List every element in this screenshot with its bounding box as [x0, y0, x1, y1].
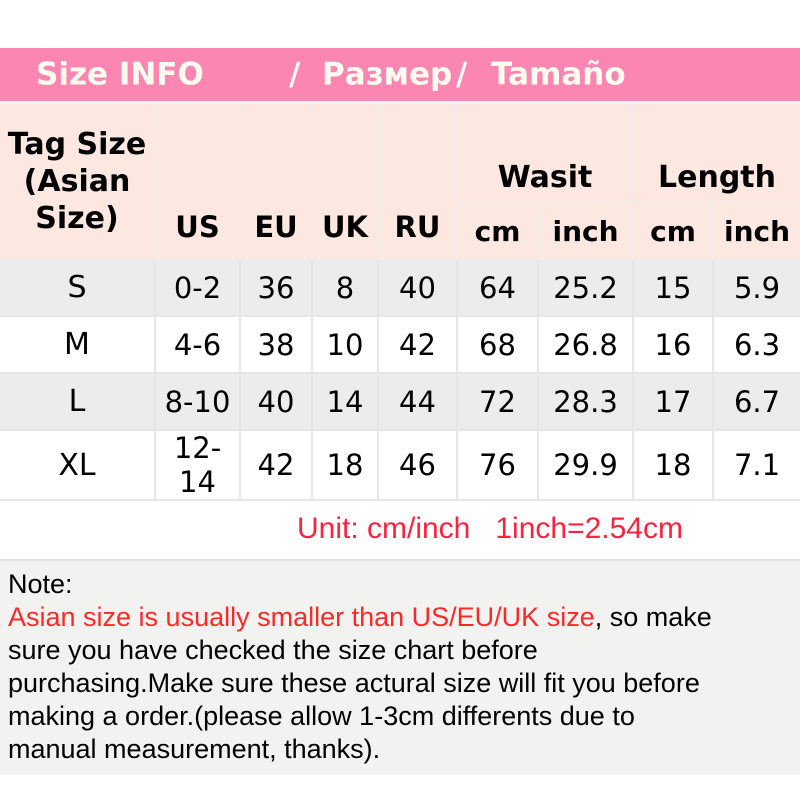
cell-size: L — [0, 372, 156, 431]
cell-uk: 14 — [311, 372, 379, 431]
cell-us: 4-6 — [154, 315, 241, 374]
note-line-5: manual measurement, thanks). — [8, 734, 381, 764]
cell-length-inch: 7.1 — [712, 429, 800, 500]
cell-eu: 36 — [239, 258, 313, 317]
title-bar: Size INFO / Размер / Tamaño — [0, 48, 800, 104]
cell-waist-cm: 72 — [456, 372, 539, 431]
cell-size: S — [0, 258, 156, 317]
cell-length-inch: 5.9 — [712, 258, 800, 317]
size-chart-table: Tag Size (Asian Size) US EU UK RU Wasit … — [0, 103, 800, 500]
cell-length-cm: 16 — [632, 315, 714, 374]
cell-uk: 18 — [311, 429, 379, 500]
title-separator: / — [289, 55, 301, 92]
cell-length-inch: 6.3 — [712, 315, 800, 374]
cell-uk: 10 — [311, 315, 379, 374]
header-length-group: Length — [632, 103, 800, 204]
cell-ru: 42 — [377, 315, 458, 374]
cell-waist-cm: 76 — [456, 429, 539, 500]
table-row-s: S 0-2 36 8 40 64 25.2 15 5.9 — [0, 258, 800, 317]
cell-length-cm: 17 — [632, 372, 714, 431]
header-length-inch: inch — [712, 202, 800, 260]
header-us: US — [154, 103, 241, 260]
header-uk: UK — [311, 103, 379, 260]
cell-uk: 8 — [311, 258, 379, 317]
cell-eu: 42 — [239, 429, 313, 500]
cell-waist-inch: 29.9 — [537, 429, 634, 500]
header-tag-size: Tag Size (Asian Size) — [0, 103, 156, 260]
note-red-text: Asian size is usually smaller than US/EU… — [8, 602, 595, 632]
cell-size: M — [0, 315, 156, 374]
note-line-1: Asian size is usually smaller than US/EU… — [8, 601, 790, 634]
header-waist-cm: cm — [456, 202, 539, 260]
note-line-2: sure you have checked the size chart bef… — [8, 635, 538, 665]
title-spanish: Tamaño — [491, 55, 626, 92]
cell-us: 0-2 — [154, 258, 241, 317]
note-line-3: purchasing.Make sure these actural size … — [8, 668, 700, 698]
cell-length-cm: 18 — [632, 429, 714, 500]
title-separator: / — [456, 55, 468, 92]
cell-waist-inch: 25.2 — [537, 258, 634, 317]
title-russian: Размер — [322, 55, 453, 92]
note-label: Note: — [8, 569, 73, 599]
table-row-l: L 8-10 40 14 44 72 28.3 17 6.7 — [0, 372, 800, 431]
cell-eu: 38 — [239, 315, 313, 374]
cell-us: 8-10 — [154, 372, 241, 431]
table-row-xl: XL 12-14 42 18 46 76 29.9 18 7.1 — [0, 429, 800, 500]
cell-waist-cm: 68 — [456, 315, 539, 374]
cell-size: XL — [0, 429, 156, 500]
note-black-text: , so make — [594, 602, 712, 632]
cell-ru: 40 — [377, 258, 458, 317]
title-size-info: Size INFO — [36, 55, 204, 92]
unit-note: Unit: cm/inch 1inch=2.54cm — [0, 499, 800, 559]
cell-us: 12-14 — [154, 429, 241, 500]
header-ru: RU — [377, 103, 458, 260]
header-waist-group: Wasit — [456, 103, 634, 204]
cell-waist-inch: 28.3 — [537, 372, 634, 431]
cell-waist-inch: 26.8 — [537, 315, 634, 374]
cell-ru: 44 — [377, 372, 458, 431]
cell-waist-cm: 64 — [456, 258, 539, 317]
table-row-m: M 4-6 38 10 42 68 26.8 16 6.3 — [0, 315, 800, 374]
note-section: Note: Asian size is usually smaller than… — [0, 559, 800, 775]
cell-ru: 46 — [377, 429, 458, 500]
header-waist-inch: inch — [537, 202, 634, 260]
note-line-4: making a order.(please allow 1-3cm diffe… — [8, 701, 635, 731]
top-whitespace — [0, 0, 800, 48]
cell-length-cm: 15 — [632, 258, 714, 317]
cell-length-inch: 6.7 — [712, 372, 800, 431]
header-eu: EU — [239, 103, 313, 260]
cell-eu: 40 — [239, 372, 313, 431]
header-length-cm: cm — [632, 202, 714, 260]
